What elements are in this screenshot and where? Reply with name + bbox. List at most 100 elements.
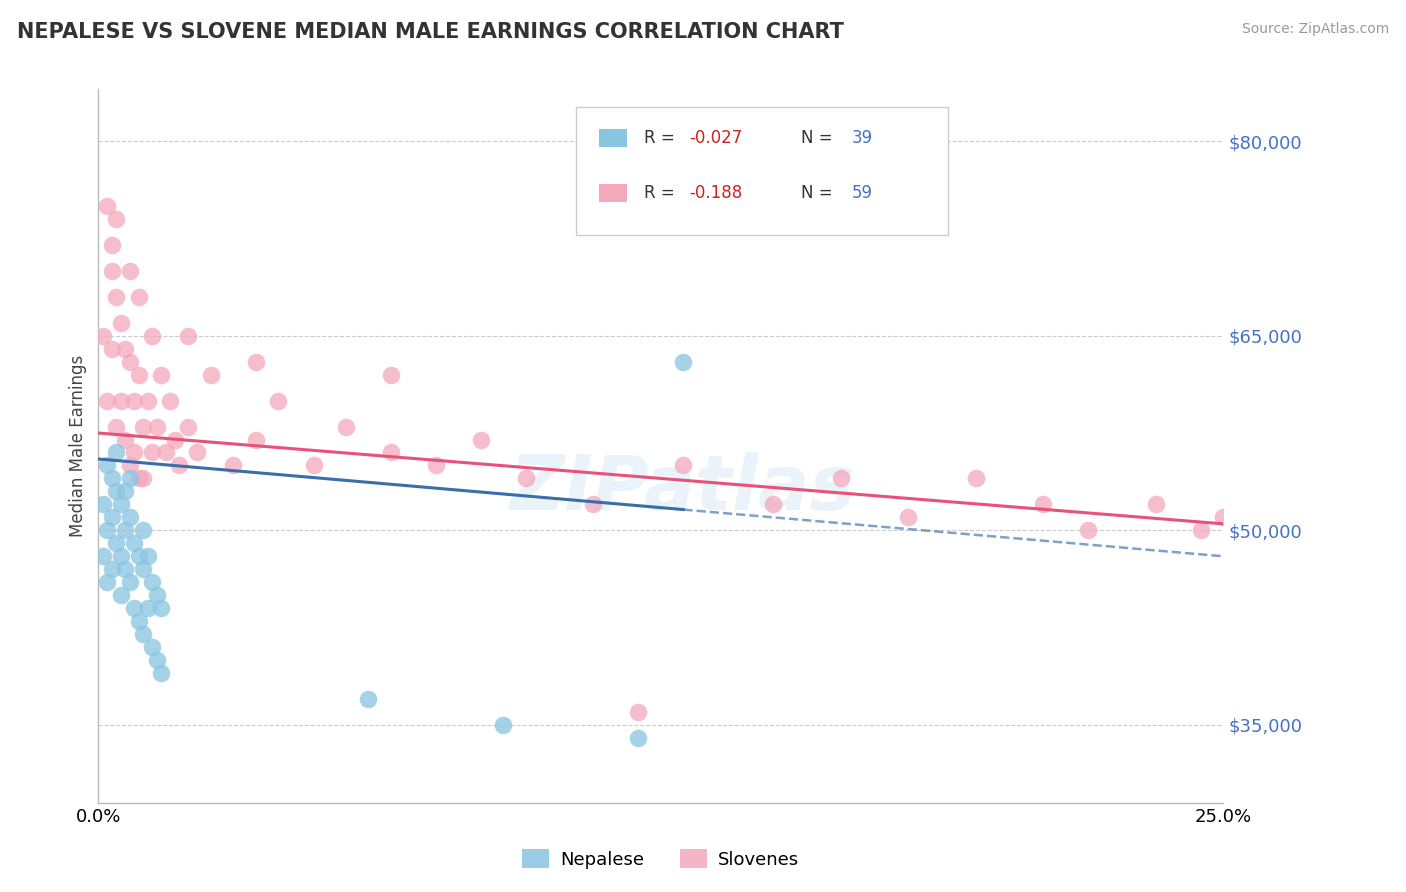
Point xyxy=(155,445,177,459)
Point xyxy=(96,393,118,408)
Point xyxy=(124,445,146,459)
Point xyxy=(1189,524,1212,538)
Point xyxy=(304,458,326,473)
Point xyxy=(128,368,150,382)
Point xyxy=(146,419,169,434)
Point xyxy=(186,445,208,459)
Point xyxy=(101,264,124,278)
Text: 39: 39 xyxy=(852,128,873,146)
Point xyxy=(105,484,128,499)
Point xyxy=(1144,497,1167,511)
FancyBboxPatch shape xyxy=(599,128,627,146)
Text: Source: ZipAtlas.com: Source: ZipAtlas.com xyxy=(1241,22,1389,37)
Point xyxy=(200,368,222,382)
Text: R =: R = xyxy=(644,184,681,202)
Point xyxy=(110,316,132,330)
Point xyxy=(150,666,173,681)
Text: ZIPatlas: ZIPatlas xyxy=(510,452,856,525)
Point xyxy=(150,601,173,615)
Point xyxy=(128,290,150,304)
Point xyxy=(357,692,380,706)
Point xyxy=(515,471,537,485)
Point xyxy=(627,731,650,745)
Text: NEPALESE VS SLOVENE MEDIAN MALE EARNINGS CORRELATION CHART: NEPALESE VS SLOVENE MEDIAN MALE EARNINGS… xyxy=(17,22,844,42)
Point xyxy=(245,354,267,368)
Point xyxy=(141,575,163,590)
Point xyxy=(96,199,118,213)
Point xyxy=(141,640,163,654)
Text: N =: N = xyxy=(801,184,838,202)
Point xyxy=(110,588,132,602)
Text: N =: N = xyxy=(801,128,838,146)
Point xyxy=(136,393,159,408)
Point xyxy=(132,562,155,576)
Point xyxy=(627,705,650,719)
Point xyxy=(380,368,402,382)
Point xyxy=(245,433,267,447)
Point xyxy=(91,497,114,511)
Point xyxy=(141,445,163,459)
Point xyxy=(124,536,146,550)
Point xyxy=(114,433,136,447)
Point xyxy=(897,510,920,524)
Point xyxy=(582,497,605,511)
Point xyxy=(101,238,124,252)
Point xyxy=(118,510,141,524)
Point xyxy=(114,562,136,576)
Point xyxy=(146,588,169,602)
Point xyxy=(110,393,132,408)
Point xyxy=(96,524,118,538)
Point xyxy=(267,393,290,408)
Point xyxy=(101,342,124,356)
Point xyxy=(105,419,128,434)
Point xyxy=(101,471,124,485)
Point xyxy=(150,368,173,382)
Point xyxy=(132,419,155,434)
Point xyxy=(177,419,200,434)
Point xyxy=(492,718,515,732)
Point xyxy=(146,653,169,667)
FancyBboxPatch shape xyxy=(599,184,627,202)
Point xyxy=(222,458,245,473)
Point xyxy=(124,601,146,615)
Point xyxy=(105,445,128,459)
Point xyxy=(118,354,141,368)
Legend: Nepalese, Slovenes: Nepalese, Slovenes xyxy=(515,841,807,876)
Point xyxy=(105,290,128,304)
Point xyxy=(132,471,155,485)
Point xyxy=(965,471,987,485)
Point xyxy=(177,328,200,343)
Point xyxy=(114,524,136,538)
Point xyxy=(159,393,181,408)
Point xyxy=(105,211,128,226)
Text: R =: R = xyxy=(644,128,681,146)
Point xyxy=(96,575,118,590)
Point xyxy=(101,562,124,576)
Point xyxy=(380,445,402,459)
Point xyxy=(118,264,141,278)
Point xyxy=(132,524,155,538)
FancyBboxPatch shape xyxy=(576,107,948,235)
Text: -0.188: -0.188 xyxy=(689,184,742,202)
Point xyxy=(830,471,852,485)
Y-axis label: Median Male Earnings: Median Male Earnings xyxy=(69,355,87,537)
Point xyxy=(128,549,150,564)
Point xyxy=(128,471,150,485)
Point xyxy=(101,510,124,524)
Point xyxy=(425,458,447,473)
Point xyxy=(163,433,186,447)
Point xyxy=(118,471,141,485)
Point xyxy=(118,575,141,590)
Point xyxy=(105,536,128,550)
Point xyxy=(762,497,785,511)
Point xyxy=(110,497,132,511)
Text: 59: 59 xyxy=(852,184,873,202)
Point xyxy=(128,614,150,628)
Point xyxy=(91,549,114,564)
Point xyxy=(335,419,357,434)
Point xyxy=(132,627,155,641)
Point xyxy=(169,458,191,473)
Point xyxy=(136,601,159,615)
Point xyxy=(672,354,695,368)
Point xyxy=(114,484,136,499)
